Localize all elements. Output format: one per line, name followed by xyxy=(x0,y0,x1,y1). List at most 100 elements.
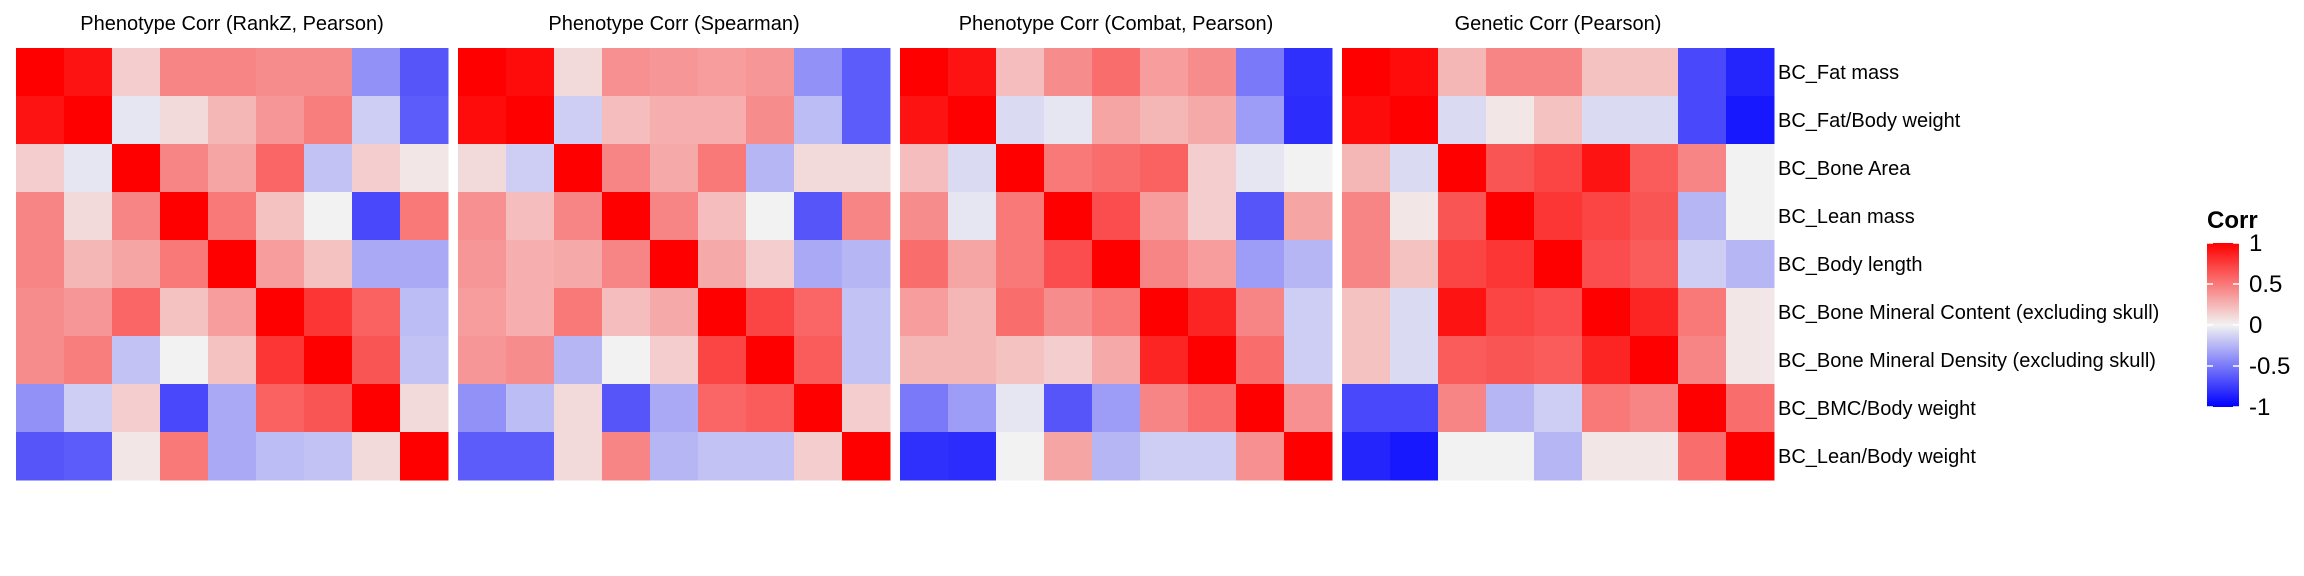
heatmap-cell xyxy=(996,96,1045,145)
heatmap-cell xyxy=(160,192,209,241)
heatmap-cell xyxy=(1726,96,1775,145)
heatmap-cell xyxy=(1726,192,1775,241)
heatmap-cell xyxy=(1630,144,1679,193)
heatmap-cell xyxy=(112,432,161,481)
heatmap-cell xyxy=(1092,432,1141,481)
heatmap-cell xyxy=(1284,384,1333,433)
heatmap-panel: Phenotype Corr (Spearman) xyxy=(458,13,891,481)
heatmap-cell xyxy=(996,144,1045,193)
heatmap-cell xyxy=(304,192,353,241)
heatmap-cell xyxy=(16,240,65,289)
heatmap-cell xyxy=(650,384,699,433)
heatmap-cell xyxy=(1188,144,1237,193)
heatmap-cell xyxy=(698,48,747,97)
legend-tick-label: 1 xyxy=(2249,230,2262,257)
heatmap-cell xyxy=(746,96,795,145)
heatmap-cell xyxy=(698,288,747,337)
heatmap-cell xyxy=(650,336,699,385)
heatmap-cell xyxy=(208,336,257,385)
heatmap-cell xyxy=(1678,144,1727,193)
heatmap-cell xyxy=(1044,48,1093,97)
heatmap-cell xyxy=(1342,288,1391,337)
heatmap-cell xyxy=(1438,384,1487,433)
heatmap-cell xyxy=(1390,96,1439,145)
heatmap-cell xyxy=(208,48,257,97)
heatmap-cell xyxy=(1486,240,1535,289)
heatmap-panel: Phenotype Corr (RankZ, Pearson) xyxy=(16,13,449,481)
heatmap-cell xyxy=(304,432,353,481)
heatmap-cell xyxy=(746,384,795,433)
heatmap-cell xyxy=(506,144,555,193)
heatmap-cell xyxy=(900,336,949,385)
heatmap-cell xyxy=(1188,192,1237,241)
heatmap-cell xyxy=(1188,240,1237,289)
heatmap-cell xyxy=(1342,192,1391,241)
heatmap-cell xyxy=(400,288,449,337)
heatmap-cell xyxy=(352,144,401,193)
row-label: BC_Body length xyxy=(1778,254,1923,276)
heatmap-cell xyxy=(554,144,603,193)
heatmap-cell xyxy=(900,432,949,481)
heatmap-cell xyxy=(1390,336,1439,385)
heatmap-cell xyxy=(1092,288,1141,337)
heatmap-cell xyxy=(64,192,113,241)
heatmap-cell xyxy=(1630,432,1679,481)
heatmap-cell xyxy=(506,288,555,337)
heatmap-cell xyxy=(1044,432,1093,481)
heatmap-cell xyxy=(458,288,507,337)
heatmap-cell xyxy=(64,240,113,289)
heatmap-cell xyxy=(64,96,113,145)
heatmap-cell xyxy=(746,432,795,481)
heatmap-cell xyxy=(900,144,949,193)
heatmap-cell xyxy=(1726,384,1775,433)
heatmap-cell xyxy=(506,48,555,97)
heatmap-cell xyxy=(1044,96,1093,145)
heatmap-cell xyxy=(112,384,161,433)
heatmap-cell xyxy=(1582,432,1631,481)
heatmap-cell xyxy=(506,336,555,385)
heatmap-cell xyxy=(1390,144,1439,193)
heatmap-cell xyxy=(1140,240,1189,289)
heatmap-cell xyxy=(1534,192,1583,241)
heatmap-cell xyxy=(458,432,507,481)
heatmap-cell xyxy=(1582,288,1631,337)
heatmap-cell xyxy=(16,384,65,433)
heatmap-cell xyxy=(208,144,257,193)
heatmap-cell xyxy=(1726,336,1775,385)
panel-title: Genetic Corr (Pearson) xyxy=(1455,13,1662,35)
heatmap-cell xyxy=(506,384,555,433)
heatmap-cell xyxy=(1236,288,1285,337)
heatmap-cell xyxy=(1678,288,1727,337)
heatmap-cell xyxy=(1486,432,1535,481)
heatmap-cell xyxy=(1534,96,1583,145)
heatmap-cell xyxy=(1044,240,1093,289)
heatmap-cell xyxy=(602,96,651,145)
heatmap-cell xyxy=(458,336,507,385)
row-label: BC_Lean mass xyxy=(1778,206,1915,228)
heatmap-cell xyxy=(554,384,603,433)
heatmap-cell xyxy=(1486,144,1535,193)
heatmap-cell xyxy=(1534,288,1583,337)
heatmap-panel: Genetic Corr (Pearson) xyxy=(1342,13,1775,481)
heatmap-cell xyxy=(842,240,891,289)
heatmap-cell xyxy=(746,144,795,193)
heatmap-cell xyxy=(1726,432,1775,481)
heatmap-panel: Phenotype Corr (Combat, Pearson) xyxy=(900,13,1333,481)
heatmap-cell xyxy=(256,384,305,433)
heatmap-cell xyxy=(1726,144,1775,193)
heatmap-cell xyxy=(900,96,949,145)
heatmap-cell xyxy=(1726,288,1775,337)
heatmap-cell xyxy=(1236,48,1285,97)
heatmap-cell xyxy=(256,96,305,145)
heatmap-cell xyxy=(304,384,353,433)
heatmap-cell xyxy=(400,48,449,97)
heatmap-cell xyxy=(1188,336,1237,385)
legend-tick-label: -0.5 xyxy=(2249,353,2290,380)
heatmap-cell xyxy=(1582,144,1631,193)
heatmap-cell xyxy=(948,384,997,433)
heatmap-cell xyxy=(842,384,891,433)
heatmap-cell xyxy=(794,144,843,193)
heatmap-cell xyxy=(1236,336,1285,385)
heatmap-cell xyxy=(842,288,891,337)
heatmap-cell xyxy=(1188,432,1237,481)
